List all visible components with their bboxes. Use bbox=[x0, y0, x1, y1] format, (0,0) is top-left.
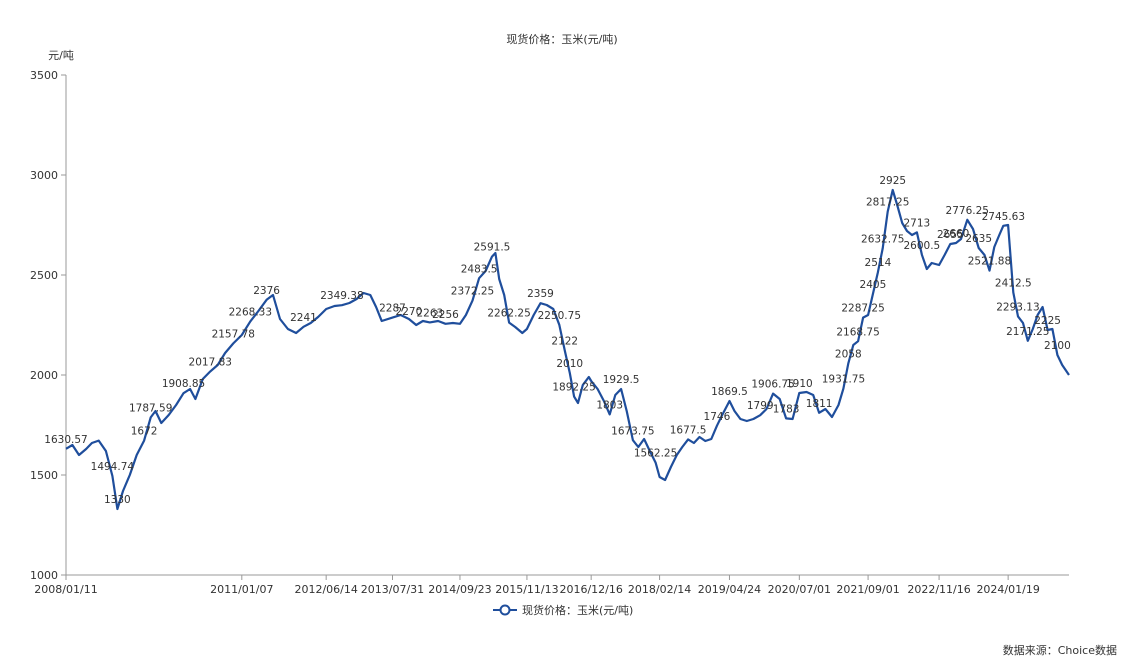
legend: 现货价格：玉米(元/吨) bbox=[493, 603, 633, 617]
data-label: 2157.78 bbox=[212, 328, 255, 340]
data-label: 2745.63 bbox=[982, 211, 1025, 223]
x-axis-ticks: 2008/01/11 2011/01/07 2012/06/14 2013/07/31… bbox=[34, 575, 1040, 596]
data-label: 2263 bbox=[416, 307, 443, 319]
data-label: 1908.85 bbox=[162, 378, 205, 390]
y-tick-label: 2000 bbox=[30, 369, 58, 382]
x-tick-label: 2013/07/31 bbox=[361, 583, 424, 596]
data-label: 1783 bbox=[773, 403, 800, 415]
data-label: 2359 bbox=[527, 288, 554, 300]
data-label: 2293.13 bbox=[996, 301, 1039, 313]
legend-circle-marker bbox=[499, 604, 511, 616]
data-label: 2171.25 bbox=[1006, 326, 1049, 338]
x-tick-label: 2024/01/19 bbox=[976, 583, 1039, 596]
data-label: 1677.5 bbox=[670, 425, 707, 437]
data-label: 2250.75 bbox=[538, 310, 581, 322]
x-tick-label: 2022/11/16 bbox=[907, 583, 970, 596]
data-label: 2225 bbox=[1034, 315, 1061, 327]
data-label: 2776.25 bbox=[946, 205, 989, 217]
data-label: 2268.33 bbox=[229, 306, 272, 318]
data-label: 2017.83 bbox=[189, 356, 232, 368]
x-tick-label: 2019/04/24 bbox=[698, 583, 761, 596]
x-tick-label: 2015/11/13 bbox=[495, 583, 558, 596]
data-labels: 1630.57 1494.74 1330 1672 1787.59 1908.85 2017… bbox=[44, 175, 1070, 506]
data-label: 1931.75 bbox=[822, 374, 865, 386]
data-label: 2376 bbox=[253, 285, 280, 297]
data-label: 2349.38 bbox=[320, 290, 363, 302]
data-label: 1803 bbox=[596, 399, 623, 411]
data-label: 1892.25 bbox=[552, 382, 595, 394]
x-tick-label: 2008/01/11 bbox=[34, 583, 97, 596]
data-label: 1672 bbox=[131, 426, 158, 438]
data-label: 2058 bbox=[835, 348, 862, 360]
y-tick-label: 3000 bbox=[30, 169, 58, 182]
data-label: 1746 bbox=[704, 411, 731, 423]
data-label: 2241 bbox=[290, 312, 317, 324]
y-tick-label: 2500 bbox=[30, 269, 58, 282]
data-label: 2635 bbox=[965, 233, 992, 245]
x-tick-label: 2016/12/16 bbox=[559, 583, 622, 596]
data-label: 1910 bbox=[786, 378, 813, 390]
y-tick-label: 3500 bbox=[30, 69, 58, 82]
data-label: 2632.75 bbox=[861, 233, 904, 245]
data-label: 2713 bbox=[903, 217, 930, 229]
data-label: 2100 bbox=[1044, 340, 1071, 352]
data-label: 2256 bbox=[432, 309, 459, 321]
data-label: 2660 bbox=[943, 228, 970, 240]
data-label: 2483.5 bbox=[461, 263, 498, 275]
data-label: 2412.5 bbox=[995, 278, 1032, 290]
data-label: 2405 bbox=[860, 279, 887, 291]
data-label: 1494.74 bbox=[91, 461, 135, 473]
data-label: 1630.57 bbox=[44, 434, 87, 446]
data-label: 1799 bbox=[747, 400, 774, 412]
x-tick-label: 2011/01/07 bbox=[210, 583, 273, 596]
data-label: 1906.75 bbox=[751, 379, 794, 391]
data-label: 2655 bbox=[937, 229, 964, 241]
y-axis-ticks: 1000 1500 2000 2500 3000 3500 bbox=[30, 69, 66, 582]
x-tick-label: 2012/06/14 bbox=[294, 583, 357, 596]
data-label: 1562.25 bbox=[634, 448, 677, 460]
x-tick-label: 2021/09/01 bbox=[836, 583, 899, 596]
x-tick-label: 2014/09/23 bbox=[428, 583, 491, 596]
data-label: 2591.5 bbox=[474, 242, 511, 254]
x-tick-label: 2018/02/14 bbox=[628, 583, 691, 596]
data-label: 1787.59 bbox=[129, 402, 172, 414]
y-tick-label: 1500 bbox=[30, 469, 58, 482]
legend-series-name: 现货价格：玉米(元/吨) bbox=[522, 603, 633, 617]
data-label: 1869.5 bbox=[711, 386, 748, 398]
data-label: 2168.75 bbox=[836, 326, 879, 338]
x-tick-label: 2020/07/01 bbox=[768, 583, 831, 596]
y-axis-unit-label: 元/吨 bbox=[48, 49, 74, 62]
data-label: 2817.25 bbox=[866, 197, 909, 209]
data-label: 2270 bbox=[396, 306, 423, 318]
data-label: 2287 bbox=[379, 303, 406, 315]
data-label: 1673.75 bbox=[611, 425, 654, 437]
data-label: 2514 bbox=[865, 257, 892, 269]
chart-title: 现货价格：玉米(元/吨) bbox=[506, 32, 617, 46]
data-label: 1929.5 bbox=[603, 374, 640, 386]
data-label: 2521.88 bbox=[968, 256, 1011, 268]
data-label: 2600.5 bbox=[903, 240, 940, 252]
data-label: 2122 bbox=[551, 336, 578, 348]
data-label: 2262.25 bbox=[487, 308, 530, 320]
series-line bbox=[65, 188, 1070, 511]
data-label: 1330 bbox=[104, 494, 131, 506]
data-label: 2010 bbox=[556, 358, 583, 370]
data-label: 1811 bbox=[806, 398, 833, 410]
data-source-note: 数据来源：Choice数据 bbox=[1002, 644, 1117, 657]
y-tick-label: 1000 bbox=[30, 569, 58, 582]
data-label: 2287.25 bbox=[841, 303, 884, 315]
data-label: 2925 bbox=[879, 175, 906, 187]
data-label: 2372.25 bbox=[451, 286, 494, 298]
